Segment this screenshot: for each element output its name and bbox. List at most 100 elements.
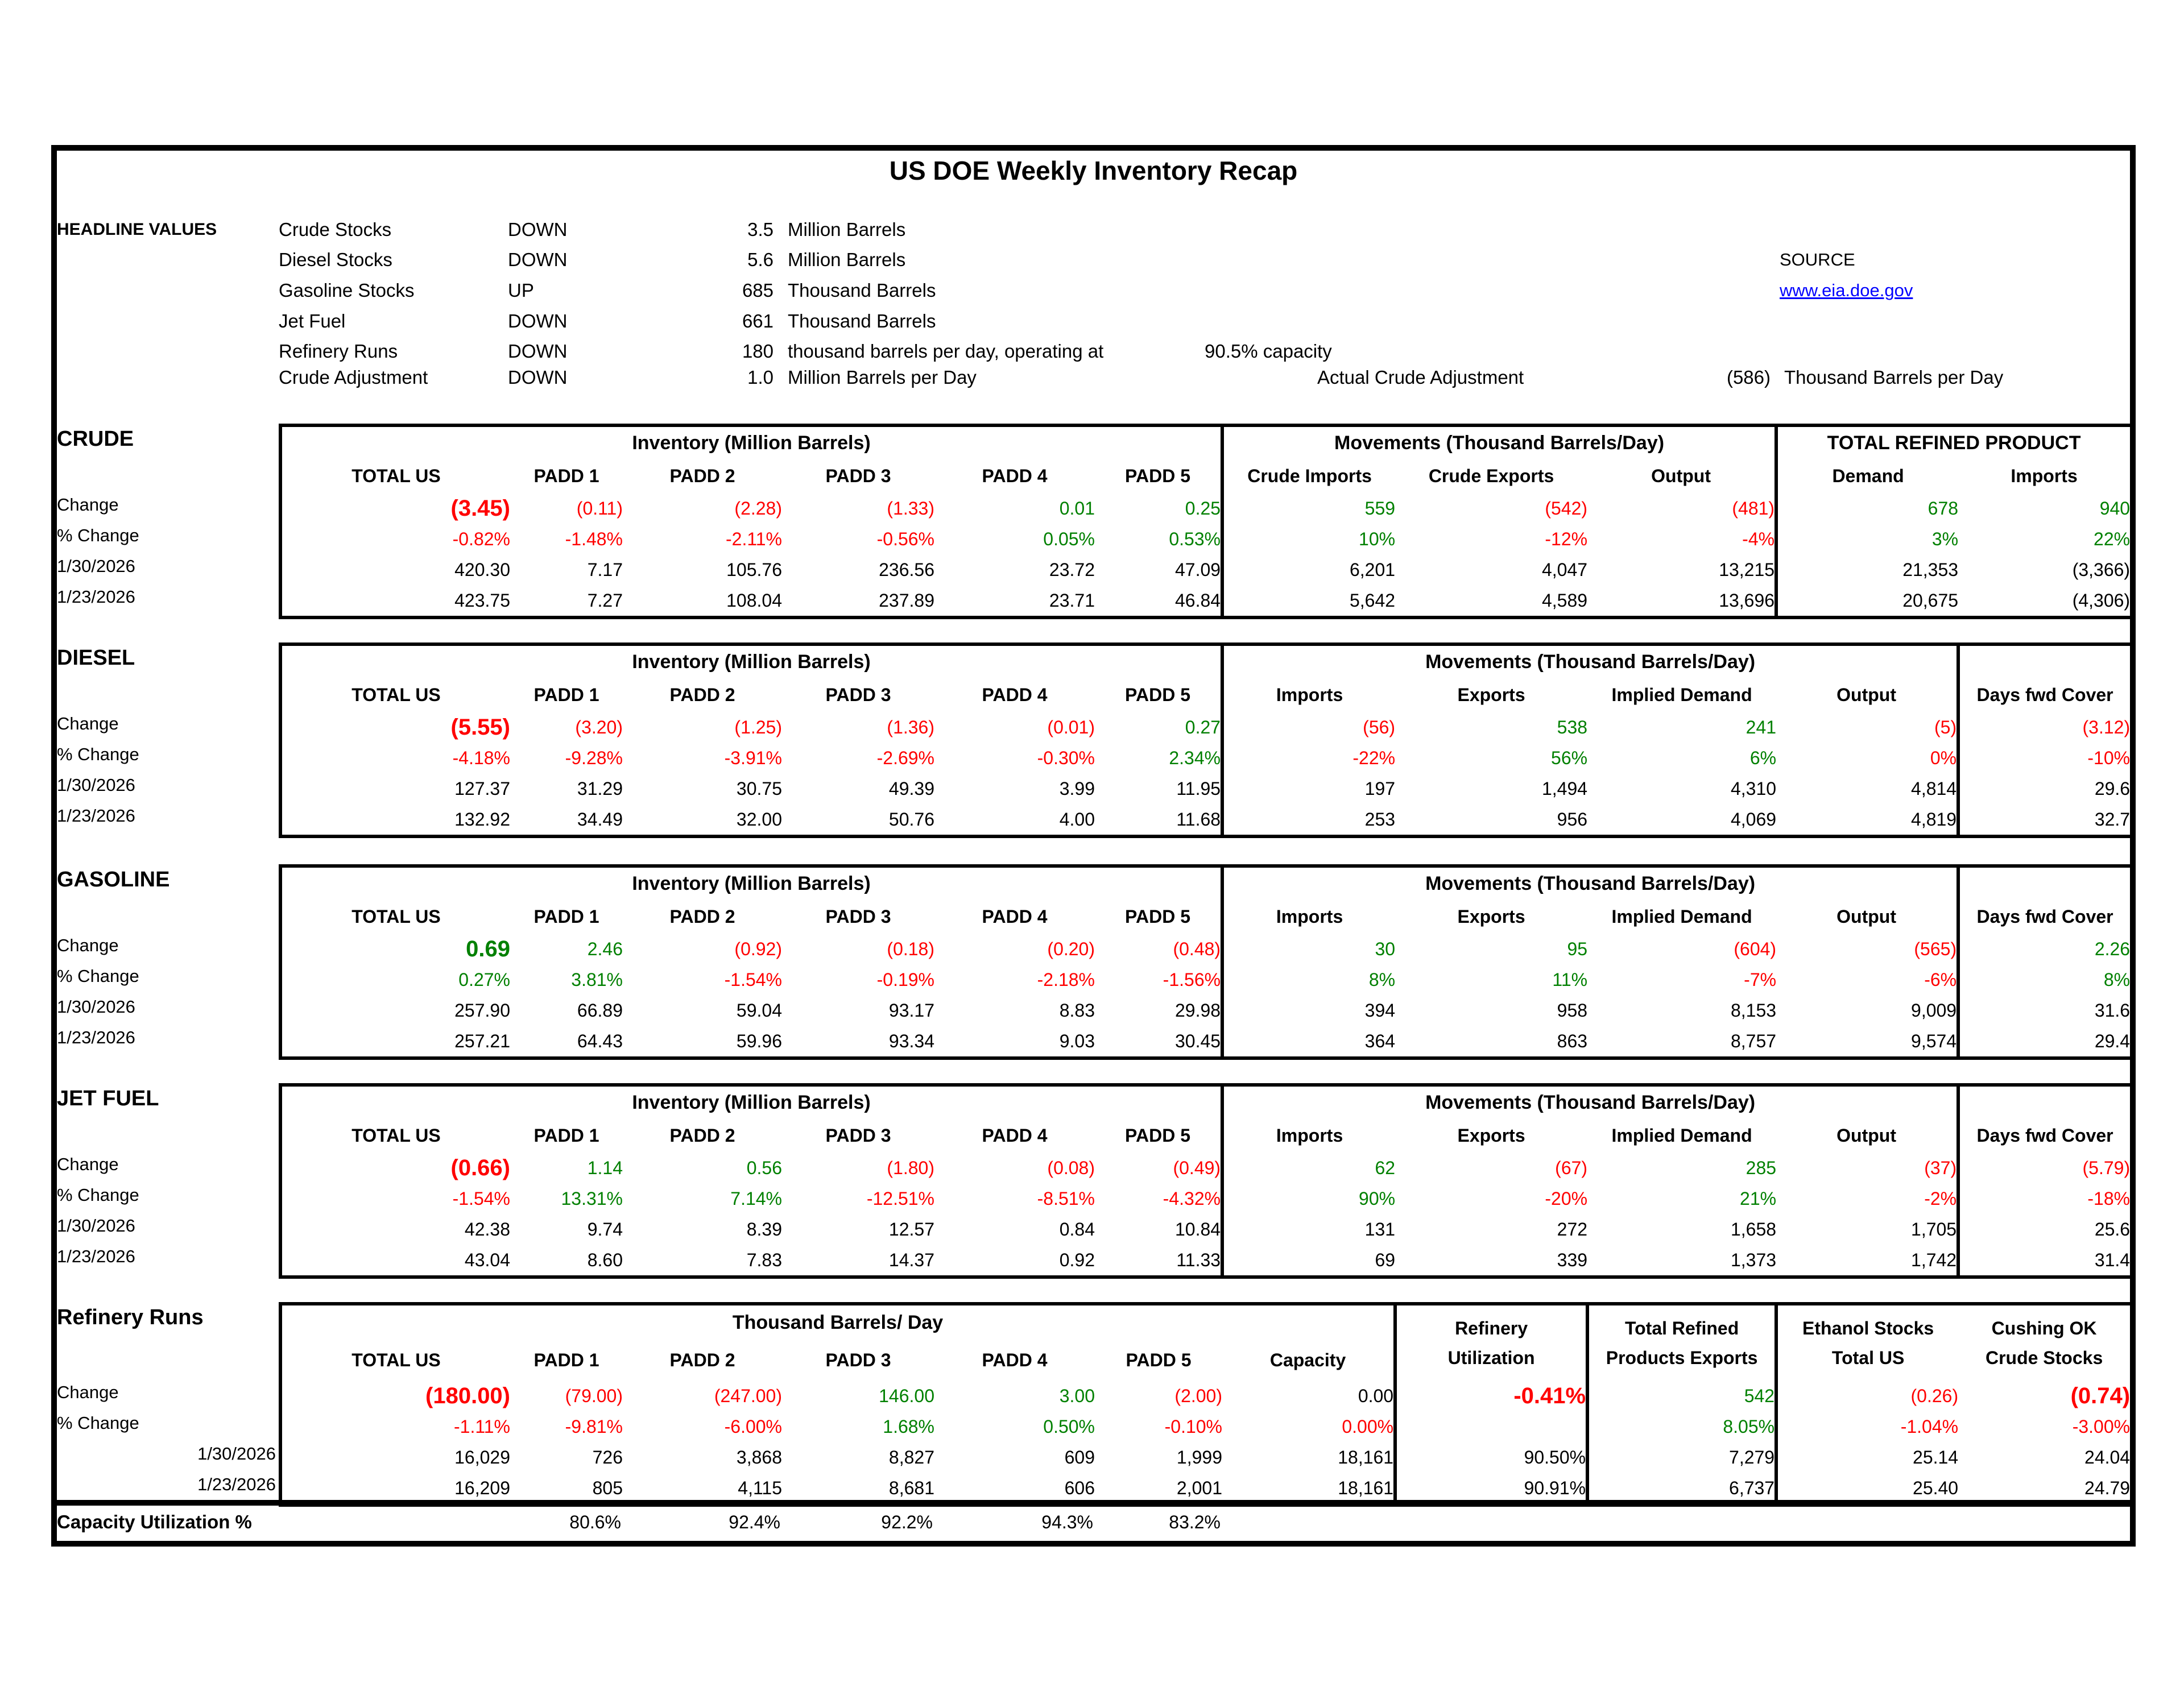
headline-row: Jet Fuel DOWN 661 Thousand Barrels [57, 306, 2130, 337]
column-header: PADD 1 [533, 906, 599, 927]
row-label: % Change [57, 744, 139, 764]
value-cell: 25.40 [1774, 1473, 1959, 1505]
value-cell: 394 [1221, 995, 1396, 1026]
report-sheet: US DOE Weekly Inventory Recap HEADLINE V… [51, 145, 2136, 1547]
row-label: Change [57, 935, 119, 955]
value-cell: 3.99 [1059, 778, 1095, 799]
value-cell: 93.34 [888, 1030, 934, 1051]
row-label: Change [57, 714, 119, 733]
column-header-line: Crude Stocks [1985, 1348, 2103, 1368]
row-labels-diesel: Change % Change 1/30/2026 1/23/2026 [57, 708, 276, 831]
value-cell: -0.10% [1164, 1416, 1222, 1437]
column-header: Output [1836, 906, 1896, 927]
column-header: TOTAL US [351, 465, 441, 486]
value-cell: 132.92 [454, 809, 510, 830]
value-cell: 542 [1586, 1381, 1777, 1411]
value-cell: (0.92) [734, 938, 782, 959]
value-cell: 31.29 [577, 778, 623, 799]
unit-label: thousand barrels per day, operating at [788, 341, 1104, 362]
value-cell: -2.11% [725, 528, 782, 549]
value-cell: 6,201 [1221, 554, 1396, 585]
source-link[interactable]: www.eia.doe.gov [1780, 280, 1913, 300]
value-cell: -12.51% [866, 1188, 934, 1209]
value-cell: (1.80) [887, 1157, 934, 1178]
value-cell: (67) [1555, 1157, 1588, 1178]
row-label: 1/30/2026 [57, 556, 135, 576]
value-cell: 18,161 [1338, 1477, 1394, 1498]
section-label-crude: CRUDE [57, 427, 134, 451]
value-cell: 4,819 [1911, 809, 1957, 830]
diesel-table: Inventory (Million Barrels) Movements (T… [279, 643, 2134, 838]
value-cell: (2.28) [734, 498, 782, 519]
value-cell: 3.00 [1059, 1385, 1095, 1406]
section-label-diesel: DIESEL [57, 646, 135, 670]
value-cell: 30.45 [1174, 1030, 1221, 1051]
value-cell: 2,001 [1176, 1477, 1222, 1498]
group-title [1956, 644, 2132, 678]
value-cell: -3.91% [724, 747, 782, 768]
value-cell: -3.00% [2072, 1416, 2131, 1437]
column-header: PADD 2 [669, 1349, 735, 1370]
value-cell: 8% [1956, 964, 2132, 995]
value-cell: 1,658 [1730, 1218, 1777, 1240]
column-header: PADD 2 [669, 465, 735, 486]
column-header-cushing-crude-stocks: Cushing OK Crude Stocks [1958, 1304, 2132, 1381]
value-cell: (79.00) [565, 1385, 623, 1406]
value-cell: 8.05% [1586, 1411, 1777, 1442]
value-cell: 11% [1552, 969, 1588, 990]
value-cell: 0.01 [1059, 498, 1095, 519]
value-cell: 34.49 [577, 809, 623, 830]
row-label: 1/30/2026 [57, 1216, 135, 1236]
value-cell: 30 [1221, 934, 1396, 964]
value-cell: 4,115 [738, 1477, 782, 1498]
row-labels-refinery-runs: Change % Change 1/30/2026 1/23/2026 [57, 1377, 276, 1500]
value-cell: 3% [1774, 524, 1959, 554]
value-cell: (1.36) [887, 716, 934, 737]
value-cell: 1,373 [1730, 1249, 1777, 1270]
value-cell: (0.18) [887, 938, 934, 959]
value-cell: 8% [1221, 964, 1396, 995]
column-header-line: Ethanol Stocks [1802, 1318, 1934, 1338]
value-cell: (565) [1914, 938, 1957, 959]
column-header: TOTAL US [351, 906, 441, 927]
row-label: % Change [57, 525, 139, 545]
column-header: TOTAL US [351, 684, 441, 705]
value-cell: -0.19% [876, 969, 934, 990]
row-label: Change [57, 1382, 119, 1402]
value-cell: -12% [1545, 528, 1588, 549]
column-header: Exports [1457, 1125, 1525, 1146]
value-cell: 23.71 [1049, 590, 1095, 611]
value-cell: -18% [1956, 1183, 2132, 1214]
value-cell: -0.30% [1037, 747, 1095, 768]
item-label: Jet Fuel [279, 310, 346, 331]
column-header: PADD 3 [825, 1125, 891, 1146]
column-header: PADD 5 [1126, 1349, 1192, 1370]
value-cell: 9,574 [1911, 1030, 1957, 1051]
value-cell: 47.09 [1174, 559, 1221, 580]
value-cell: 16,209 [454, 1477, 510, 1498]
value-cell: 11.33 [1176, 1249, 1221, 1270]
value-cell: 4,589 [1541, 590, 1588, 611]
value-cell: 7.17 [587, 559, 623, 580]
value-cell: 11.68 [1176, 809, 1221, 830]
row-label: % Change [57, 1413, 139, 1433]
value-cell: 257.21 [454, 1030, 510, 1051]
value-cell: -6.00% [724, 1416, 782, 1437]
row-label: 1/23/2026 [57, 1246, 135, 1266]
column-header: Imports [2011, 465, 2078, 486]
headline-row: Crude Adjustment DOWN 1.0 Million Barrel… [57, 362, 2130, 393]
group-title: Inventory (Million Barrels) [632, 432, 871, 454]
capacity-utilization-value: 80.6% [569, 1511, 621, 1532]
value-cell: -4.18% [452, 747, 510, 768]
value-cell: 956 [1557, 809, 1588, 830]
value-cell: (37) [1924, 1157, 1957, 1178]
value-cell: 237.89 [879, 590, 934, 611]
column-header: PADD 3 [825, 684, 891, 705]
headline-row: Refinery Runs DOWN 180 thousand barrels … [57, 336, 2130, 367]
column-header: PADD 4 [982, 906, 1048, 927]
value-cell: (1.25) [734, 716, 782, 737]
unit-label: Million Barrels [788, 219, 906, 240]
page-title: US DOE Weekly Inventory Recap [889, 156, 1298, 185]
value-cell: 4,310 [1730, 778, 1777, 799]
value-cell: 31.6 [1956, 995, 2132, 1026]
